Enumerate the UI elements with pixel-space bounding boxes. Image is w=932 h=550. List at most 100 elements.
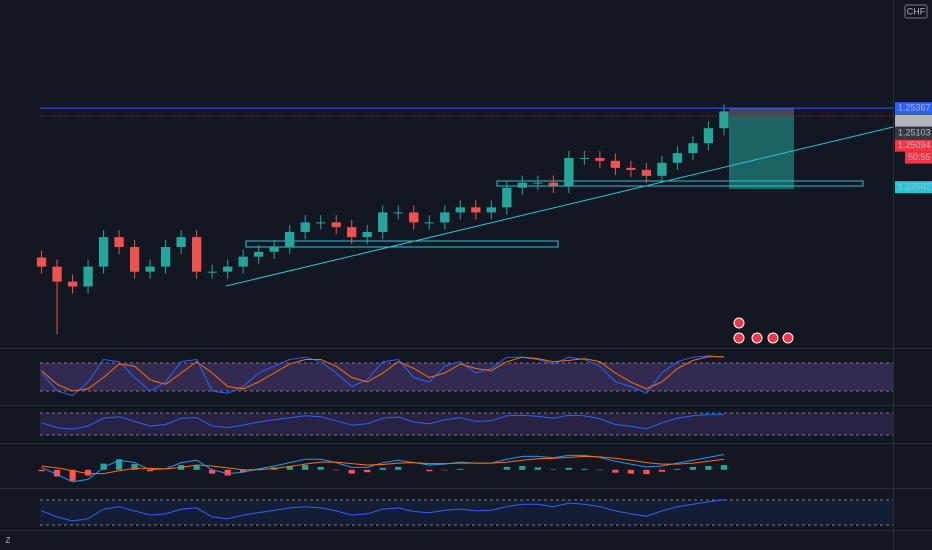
series-line xyxy=(41,355,725,397)
histogram-bar xyxy=(38,469,45,472)
histogram-bar xyxy=(84,469,92,476)
candle-body xyxy=(424,222,434,224)
histogram-bar xyxy=(317,466,324,470)
event-icon[interactable] xyxy=(733,332,745,344)
candle-body xyxy=(83,266,93,287)
histogram-bar xyxy=(581,468,588,470)
candle-body xyxy=(223,266,233,272)
histogram-bar xyxy=(426,469,433,472)
candle-body xyxy=(238,256,248,267)
candle-body xyxy=(347,227,357,238)
candle-body xyxy=(409,212,419,223)
currency-box[interactable] xyxy=(904,4,928,19)
histogram-bar xyxy=(131,464,138,470)
histogram-bar xyxy=(286,465,293,470)
histogram-bar xyxy=(224,469,231,476)
candle-body xyxy=(129,247,140,272)
zone[interactable] xyxy=(496,180,864,187)
price-tag-label: 1.25365 xyxy=(898,115,931,125)
candle-body xyxy=(160,247,171,267)
candle-body xyxy=(579,157,590,159)
candle-body xyxy=(486,207,496,213)
candle-body xyxy=(145,266,155,272)
histogram-bar xyxy=(565,467,572,470)
histogram-bar xyxy=(720,465,728,470)
band xyxy=(40,413,893,435)
histogram-bar xyxy=(705,465,712,470)
band xyxy=(40,500,893,525)
price-tag xyxy=(895,139,932,152)
candle-body xyxy=(703,128,714,144)
histogram-bar xyxy=(627,469,634,474)
histogram-bar xyxy=(457,468,464,470)
price-tag-label: 1.22582 xyxy=(898,182,931,192)
zone[interactable] xyxy=(245,240,559,248)
histogram-bar xyxy=(379,467,386,470)
candle-body xyxy=(641,169,652,176)
histogram-bar xyxy=(53,469,61,477)
candle-body xyxy=(378,212,388,232)
series-line xyxy=(41,455,725,475)
candle-body xyxy=(502,187,512,208)
event-icons xyxy=(733,317,794,344)
histogram-bar xyxy=(364,469,371,473)
candle-body xyxy=(207,271,217,273)
histogram-bar xyxy=(643,469,650,475)
trend-line[interactable] xyxy=(225,126,894,287)
price-tag-label: 1.25103 xyxy=(898,128,931,138)
series-line xyxy=(41,356,724,392)
price-tag xyxy=(895,127,932,140)
candle-body xyxy=(285,232,295,248)
candle-body xyxy=(548,182,559,186)
histogram-bar xyxy=(503,466,510,470)
price-tag xyxy=(895,102,932,115)
histogram-bar xyxy=(674,468,681,470)
event-icon[interactable] xyxy=(782,332,794,344)
drawings xyxy=(225,108,894,287)
marks xyxy=(36,104,893,522)
countdown-bg xyxy=(905,151,932,164)
candle-body xyxy=(672,153,683,163)
candle-body xyxy=(316,222,326,224)
candle-body xyxy=(254,251,264,257)
candle-body xyxy=(533,182,543,184)
histogram-bar xyxy=(240,469,247,473)
price-tag xyxy=(895,181,932,194)
series-line xyxy=(41,414,724,430)
candle-body xyxy=(67,281,78,287)
currency: CHF xyxy=(907,6,926,16)
candle-body xyxy=(455,207,465,213)
price-tag xyxy=(895,114,932,127)
candle-body xyxy=(440,212,450,223)
histogram-bar xyxy=(612,469,619,473)
candle-body xyxy=(52,266,62,282)
histogram-bar xyxy=(534,467,541,470)
position-stop[interactable] xyxy=(729,108,794,117)
candle-body xyxy=(98,237,109,267)
histogram-bar xyxy=(689,466,697,470)
event-icon[interactable] xyxy=(767,332,779,344)
timezone-icon[interactable]: Z xyxy=(6,536,11,545)
histogram-bar xyxy=(69,469,76,481)
stoch-band xyxy=(40,363,893,391)
candle-body xyxy=(393,212,403,214)
candle-body xyxy=(36,257,47,267)
series-line xyxy=(41,454,725,483)
histogram-bar xyxy=(395,466,402,470)
event-icon[interactable] xyxy=(751,332,763,344)
candle-body xyxy=(300,222,310,232)
histogram-bar xyxy=(147,469,154,472)
candle-body xyxy=(688,143,698,154)
event-icon[interactable] xyxy=(733,317,745,329)
histogram-bar xyxy=(302,465,309,470)
histogram-bar xyxy=(348,469,355,474)
candle-body xyxy=(595,157,605,161)
series-line xyxy=(41,499,725,522)
candle-body xyxy=(269,247,279,252)
candle-body xyxy=(471,207,481,213)
candle-body xyxy=(176,237,186,248)
